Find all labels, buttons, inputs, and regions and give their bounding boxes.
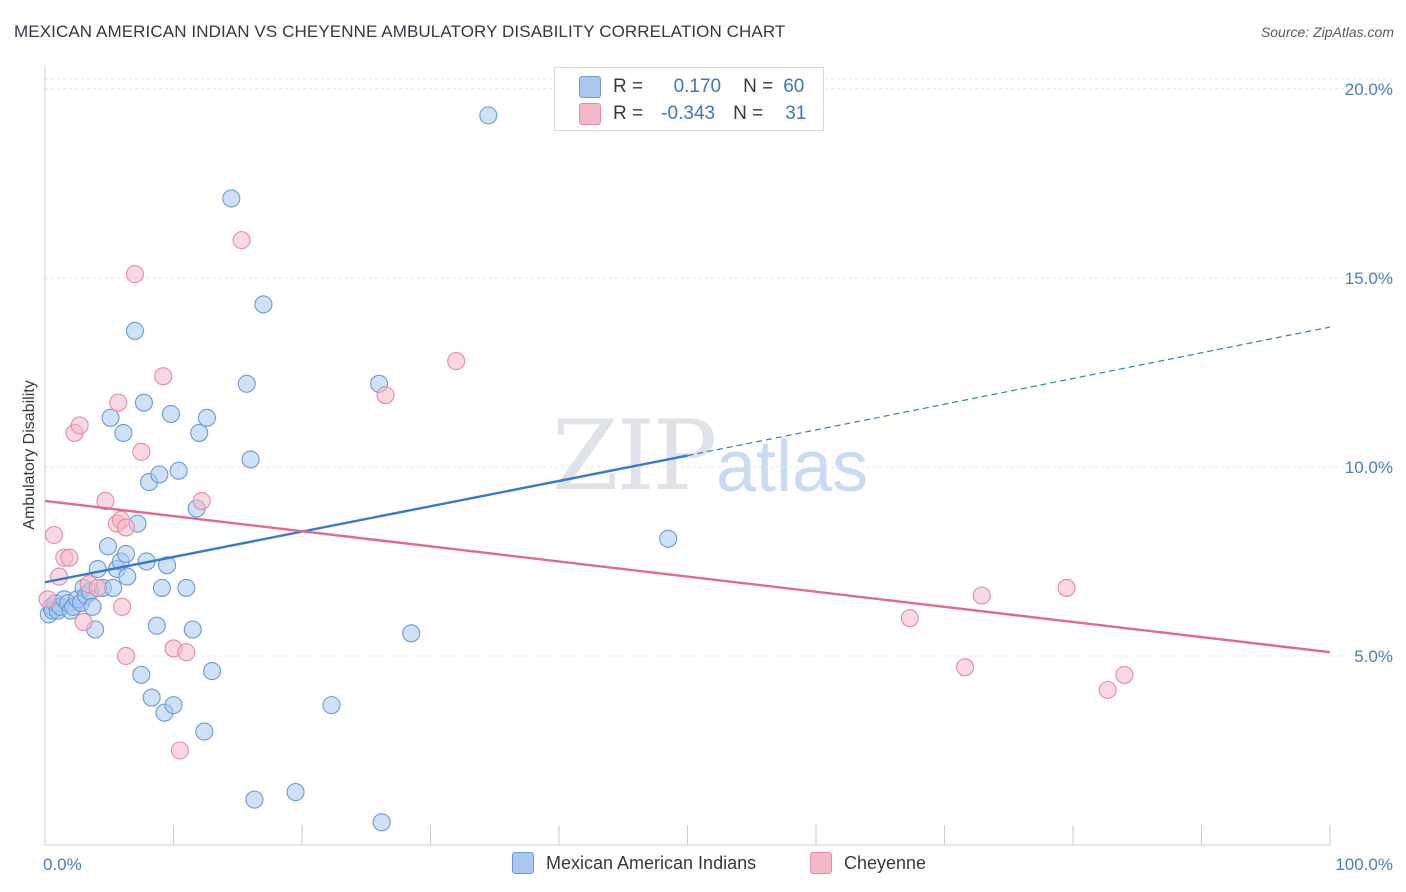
- point-mexican-american-indians: [197, 408, 216, 427]
- point-mexican-american-indians: [116, 544, 136, 563]
- point-cheyenne: [956, 658, 975, 677]
- point-cheyenne: [50, 567, 69, 586]
- point-cheyenne: [38, 590, 57, 609]
- legend-r-value: 0.170: [673, 76, 722, 97]
- point-cheyenne: [109, 393, 128, 412]
- trendline-mexican-american-indians: [44, 454, 688, 584]
- legend-r-label: R =: [613, 103, 644, 124]
- point-mexican-american-indians: [241, 450, 260, 469]
- point-cheyenne: [113, 597, 132, 616]
- legend-row-mexican-american-indians: R = 0.170 N = 60: [579, 74, 804, 100]
- point-mexican-american-indians: [161, 404, 180, 424]
- point-mexican-american-indians: [222, 189, 241, 208]
- point-mexican-american-indians: [101, 408, 120, 427]
- point-cheyenne: [177, 643, 196, 662]
- point-mexican-american-indians: [142, 688, 161, 707]
- legend-row-cheyenne: R = -0.343 N = 31: [579, 101, 806, 127]
- point-mexican-american-indians: [88, 559, 107, 579]
- point-cheyenne: [132, 442, 151, 461]
- legend-n-value: 31: [785, 103, 807, 124]
- point-cheyenne: [116, 646, 136, 666]
- legend-r-label: R =: [613, 76, 644, 97]
- point-cheyenne: [154, 367, 173, 386]
- point-mexican-american-indians: [372, 813, 391, 832]
- chart-title: MEXICAN AMERICAN INDIAN VS CHEYENNE AMBU…: [14, 22, 786, 41]
- legend-r-value: -0.343: [661, 103, 716, 124]
- source-label: Source: ZipAtlas.com: [1260, 24, 1394, 40]
- point-cheyenne: [170, 741, 189, 760]
- x-tick-label: 0.0%: [43, 855, 82, 874]
- trendline-mexican-american-indians-extension: [687, 326, 1331, 457]
- point-cheyenne: [44, 525, 64, 545]
- point-mexican-american-indians: [158, 556, 177, 575]
- point-mexican-american-indians: [286, 783, 305, 802]
- point-mexican-american-indians: [177, 578, 196, 597]
- point-mexican-american-indians: [190, 423, 209, 442]
- point-mexican-american-indians: [203, 662, 222, 681]
- legend-swatch-pink: [579, 103, 601, 125]
- point-mexican-american-indians: [125, 321, 144, 340]
- point-mexican-american-indians: [132, 665, 151, 684]
- bottom-legend-cheyenne: Cheyenne: [810, 852, 926, 874]
- point-cheyenne: [1115, 665, 1134, 684]
- point-mexican-american-indians: [150, 465, 169, 484]
- x-tick-label: 100.0%: [1335, 855, 1393, 874]
- correlation-legend: R = 0.170 N = 60 R = -0.343 N = 31: [554, 67, 824, 131]
- point-mexican-american-indians: [245, 790, 264, 809]
- point-mexican-american-indians: [134, 393, 153, 412]
- point-cheyenne: [192, 491, 211, 511]
- y-tick-label: 10.0%: [1345, 458, 1393, 477]
- point-mexican-american-indians: [98, 537, 118, 556]
- point-cheyenne: [70, 416, 89, 435]
- bottom-legend-swatch-blue: [512, 852, 534, 874]
- point-cheyenne: [900, 609, 919, 628]
- point-mexican-american-indians: [164, 696, 183, 715]
- legend-n-label: N =: [743, 76, 774, 97]
- point-mexican-american-indians: [83, 597, 102, 616]
- point-cheyenne: [232, 231, 251, 250]
- point-mexican-american-indians: [479, 106, 498, 125]
- point-cheyenne: [74, 612, 93, 632]
- bottom-legend-swatch-pink: [810, 852, 832, 874]
- point-cheyenne: [116, 518, 136, 537]
- point-mexican-american-indians: [237, 374, 256, 393]
- trendline-cheyenne: [44, 499, 1331, 654]
- point-cheyenne: [88, 578, 107, 597]
- point-mexican-american-indians: [147, 616, 166, 635]
- point-cheyenne: [1098, 680, 1117, 700]
- point-mexican-american-indians: [118, 567, 137, 586]
- bottom-legend-label: Mexican American Indians: [546, 852, 757, 873]
- point-mexican-american-indians: [183, 620, 202, 639]
- y-axis-label: Ambulatory Disability: [21, 380, 38, 529]
- bottom-legend-label: Cheyenne: [844, 852, 927, 873]
- point-mexican-american-indians: [104, 578, 123, 597]
- point-mexican-american-indians: [402, 624, 421, 643]
- y-tick-label: 15.0%: [1345, 269, 1393, 288]
- point-cheyenne: [60, 548, 79, 567]
- point-cheyenne: [96, 491, 115, 511]
- point-cheyenne: [125, 265, 144, 284]
- point-mexican-american-indians: [322, 696, 341, 715]
- y-tick-label: 20.0%: [1345, 80, 1393, 99]
- point-mexican-american-indians: [169, 461, 188, 480]
- legend-swatch-blue: [579, 76, 601, 98]
- y-tick-label: 5.0%: [1354, 647, 1393, 666]
- point-mexican-american-indians: [152, 578, 171, 597]
- point-mexican-american-indians: [659, 529, 678, 548]
- point-cheyenne: [447, 352, 466, 371]
- legend-n-value: 60: [783, 76, 805, 97]
- point-mexican-american-indians: [114, 423, 133, 442]
- point-cheyenne: [1057, 578, 1076, 597]
- watermark-zip: ZIP: [552, 400, 717, 512]
- bottom-legend-mexican-american-indians: Mexican American Indians: [512, 852, 756, 874]
- point-mexican-american-indians: [254, 295, 273, 314]
- point-cheyenne: [972, 586, 991, 605]
- legend-n-label: N =: [733, 103, 764, 124]
- point-mexican-american-indians: [195, 722, 214, 741]
- point-cheyenne: [376, 386, 395, 405]
